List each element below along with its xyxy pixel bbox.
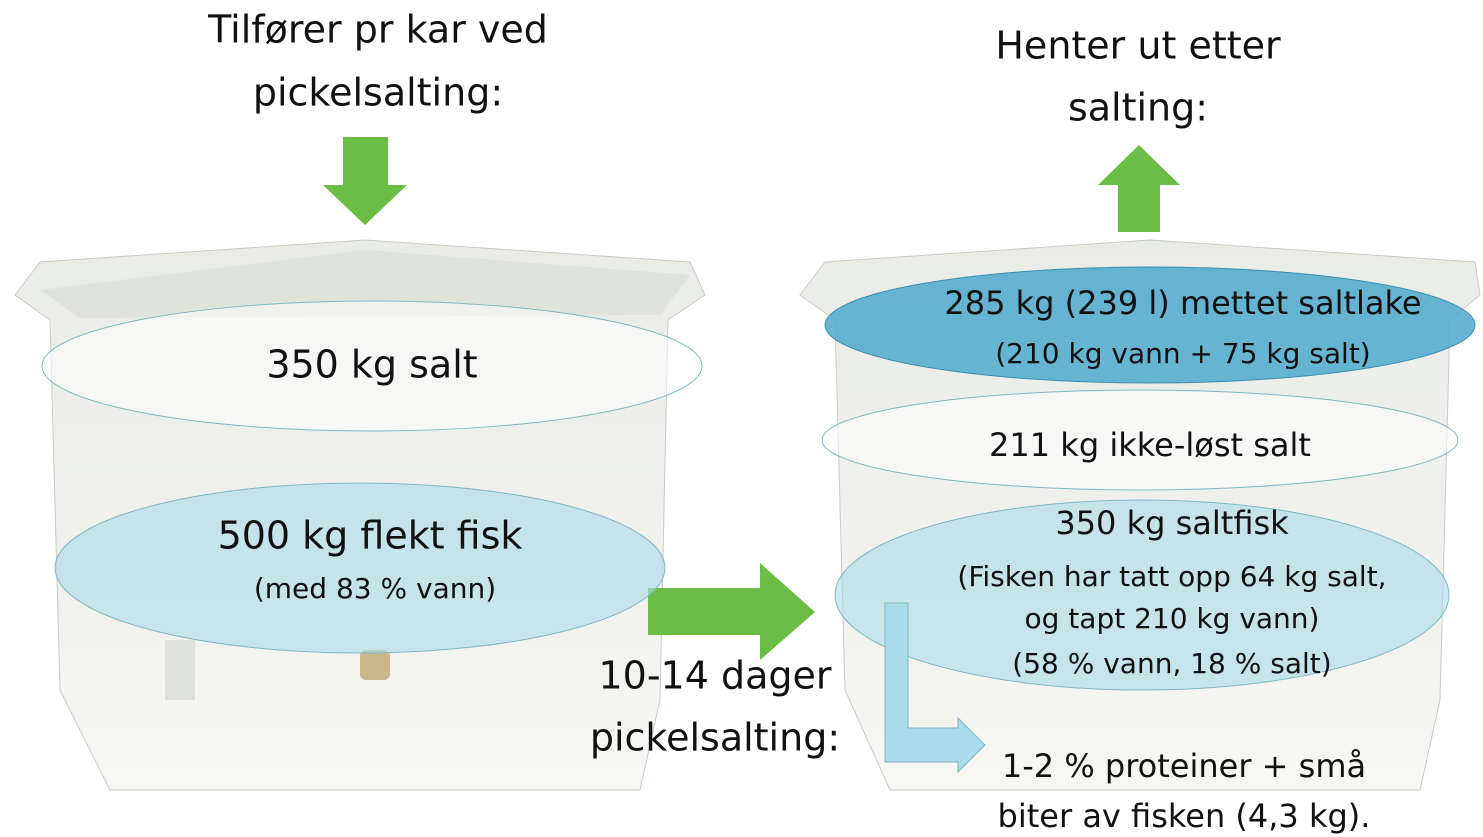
right-title: salting: — [1068, 86, 1208, 130]
brine-note: (210 kg vann + 75 kg salt) — [995, 337, 1370, 370]
saltfish-note: (58 % vann, 18 % salt) — [1012, 647, 1331, 680]
arrow-out — [1098, 145, 1180, 232]
saltfish-label: 350 kg saltfisk — [1055, 504, 1289, 542]
saltfish-note: (Fisken har tatt opp 64 kg salt, — [957, 560, 1386, 593]
fish-label: 500 kg flekt fisk — [218, 514, 523, 558]
duration-label: pickelsalting: — [590, 716, 840, 760]
left-title: pickelsalting: — [253, 71, 503, 115]
arrow-in — [323, 137, 407, 225]
duration-label: 10-14 dager — [598, 654, 831, 698]
salt-label: 350 kg salt — [266, 343, 477, 387]
brine-label: 285 kg (239 l) mettet saltlake — [944, 284, 1421, 322]
arrow-time — [648, 563, 815, 660]
fish-note: (med 83 % vann) — [254, 572, 496, 605]
loss-label: biter av fisken (4,3 kg). — [998, 797, 1371, 835]
saltfish-note: og tapt 210 kg vann) — [1025, 602, 1320, 635]
diagram: Tilfører pr kar ved pickelsalting: 350 k… — [0, 0, 1483, 837]
left-title: Tilfører pr kar ved — [207, 8, 548, 52]
undissolved-label: 211 kg ikke-løst salt — [989, 426, 1311, 464]
right-title: Henter ut etter — [995, 24, 1281, 68]
fish-ellipse — [55, 483, 665, 653]
loss-label: 1-2 % proteiner + små — [1002, 747, 1366, 785]
